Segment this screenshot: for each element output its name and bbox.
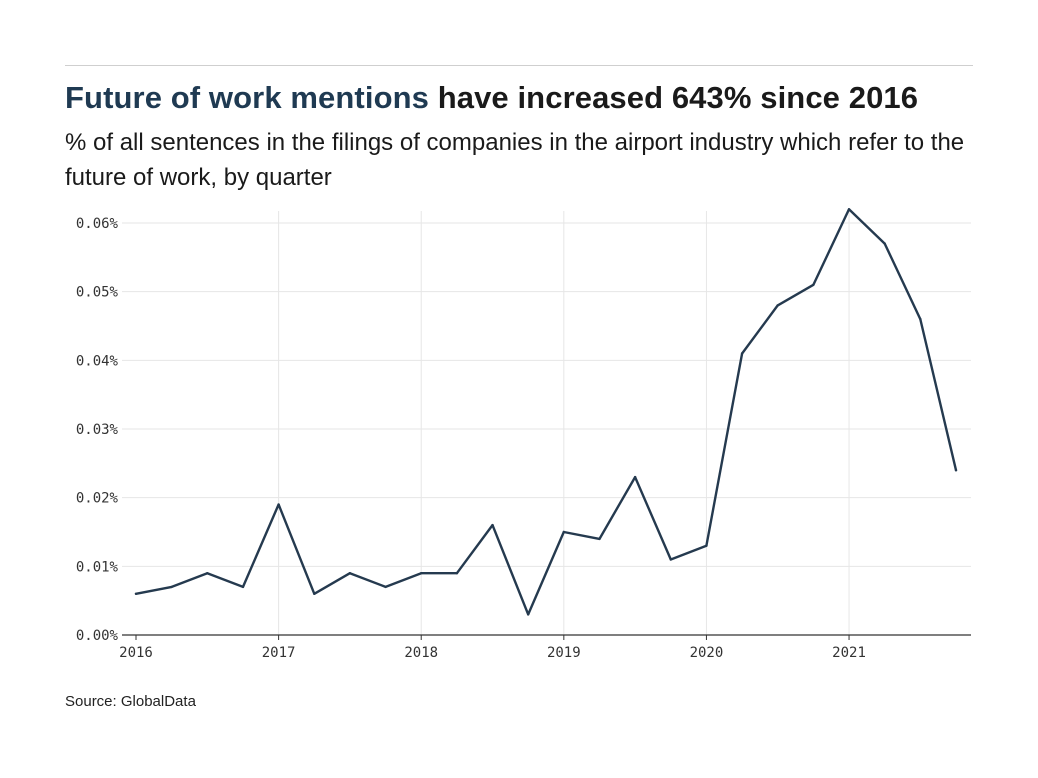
data-point [562,530,566,534]
chart-title: Future of work mentions have increased 6… [65,80,985,116]
y-tick-label: 0.03% [76,422,119,438]
data-point [812,283,815,286]
x-tick-labels: 2016 2017 2018 2019 2020 2021 [119,645,866,661]
chart-title-highlight: Future of work mentions [65,80,429,115]
y-tick-label: 0.01% [76,559,119,575]
source-note: Source: GlobalData [65,693,196,710]
chart-subtitle: % of all sentences in the filings of com… [65,129,965,191]
data-point [847,208,851,211]
data-point [170,585,173,589]
data-point [705,544,708,547]
line-chart: 0.00% 0.01% 0.02% 0.03% 0.04% 0.05% 0.06% 2016… [76,208,971,661]
data-point [348,572,352,575]
series-lines [134,208,958,616]
data-point [919,317,922,321]
x-gridlines [135,211,850,640]
x-tick-label: 2020 [690,645,724,661]
y-tick-label: 0.04% [76,353,119,369]
data-point [883,242,886,245]
series-line [134,208,958,616]
x-tick-label: 2019 [547,645,581,661]
data-point [277,503,280,506]
data-point [313,592,316,595]
x-tick-label: 2016 [119,645,153,661]
data-point [740,352,744,355]
data-point [455,572,459,575]
data-point [206,572,209,575]
chart-title-rest: have increased 643% since 2016 [437,80,919,115]
y-tick-label: 0.05% [76,285,119,301]
data-point [491,523,494,527]
data-point [633,475,637,479]
data-point [134,592,138,595]
data-point [526,613,530,616]
top-rule [65,65,973,66]
y-tick-labels: 0.00% 0.01% 0.02% 0.03% 0.04% 0.05% 0.06% [76,216,119,644]
data-point [384,585,387,589]
y-tick-label: 0.00% [76,628,119,644]
data-point [776,304,779,307]
y-tick-label: 0.02% [76,491,119,507]
data-point [598,537,601,541]
data-point [669,558,672,561]
data-point [954,469,958,472]
x-tick-label: 2021 [832,645,866,661]
x-tick-label: 2017 [262,645,296,661]
y-gridlines [122,222,971,567]
x-tick-label: 2018 [404,645,438,661]
data-point [241,585,245,589]
y-tick-label: 0.06% [76,216,119,232]
data-point [420,572,423,575]
